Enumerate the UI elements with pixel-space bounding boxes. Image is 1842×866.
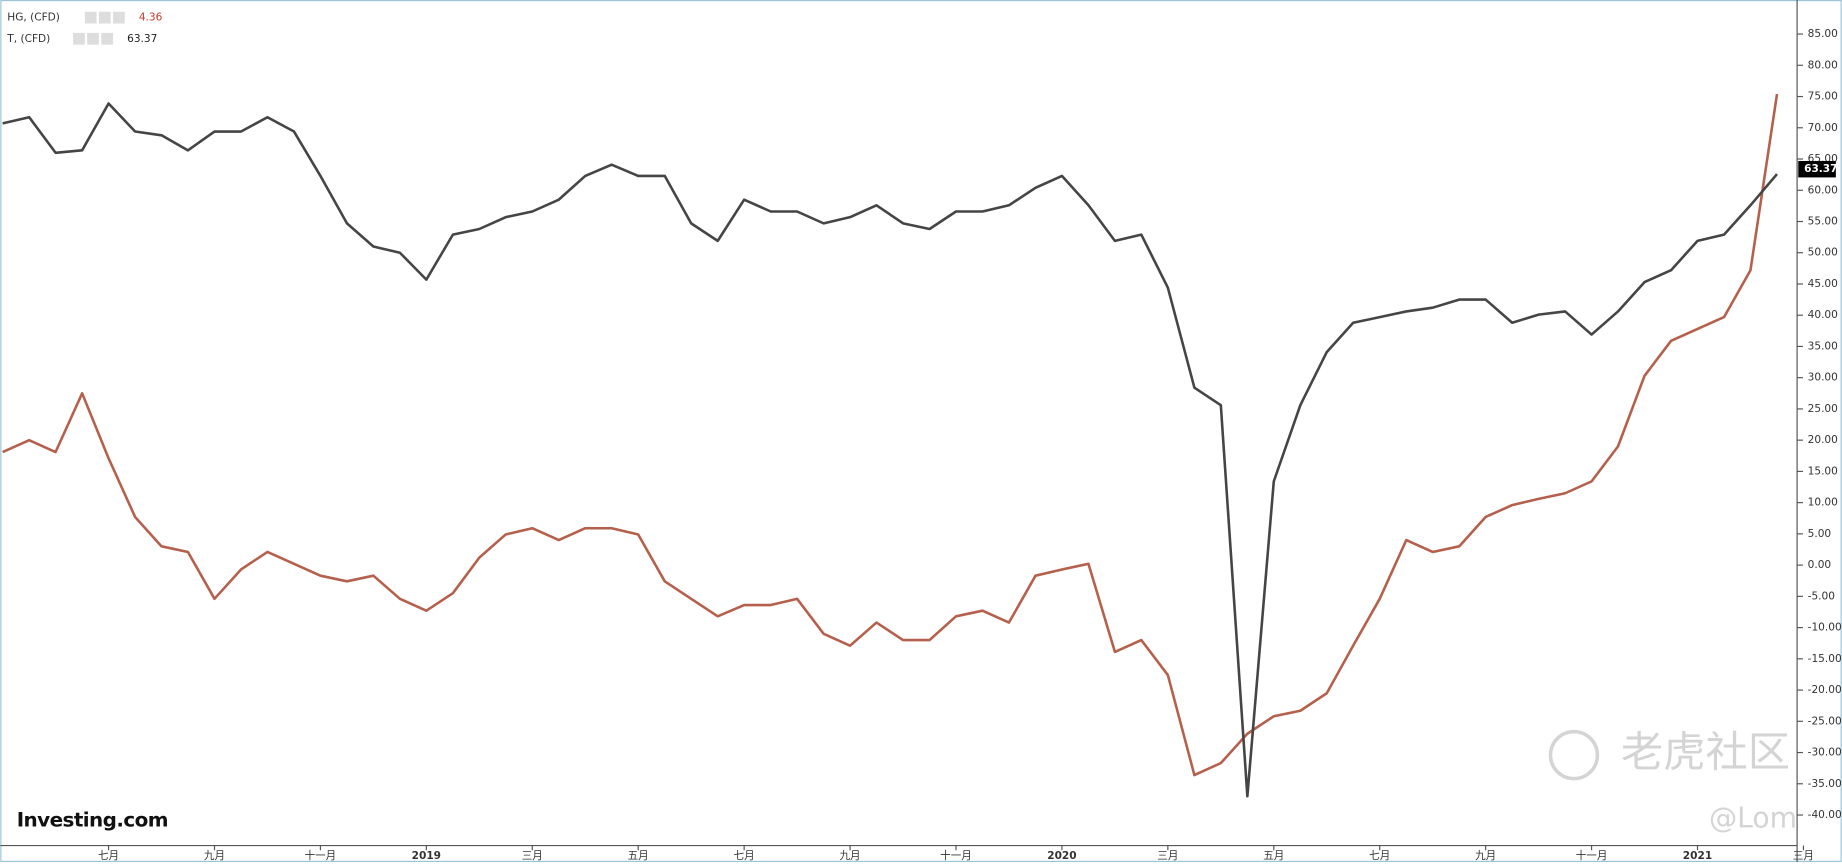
watermark-icon	[1548, 729, 1600, 781]
y-tick-label: 55.00	[1808, 215, 1838, 227]
y-tick-label: -40.00	[1808, 809, 1842, 821]
y-tick-label: -25.00	[1808, 715, 1842, 727]
legend-label: T, (CFD)	[6, 33, 50, 45]
legend-icon	[84, 11, 97, 24]
y-tick-label: 85.00	[1808, 28, 1838, 40]
y-tick-label: 50.00	[1808, 247, 1838, 259]
y-tick-label: -15.00	[1808, 653, 1842, 665]
y-tick-label: -5.00	[1808, 590, 1836, 602]
x-tick-label: 七月	[1369, 850, 1390, 862]
line-series	[2, 93, 1779, 777]
x-tick-label: 九月	[204, 850, 225, 862]
y-tick-label: 30.00	[1808, 372, 1838, 384]
x-tick-label: 三月	[522, 850, 543, 862]
x-tick-label: 五月	[628, 850, 649, 862]
legend-icon	[98, 11, 111, 24]
x-tick-label: 三月	[1793, 850, 1814, 862]
y-tick-label: 40.00	[1808, 309, 1838, 321]
logo: Investing.com	[17, 807, 168, 831]
x-tick-label: 九月	[1475, 850, 1496, 862]
price-label: 63.37	[1804, 163, 1837, 175]
y-tick-label: 0.00	[1808, 559, 1832, 571]
legend-label: HG, (CFD)	[7, 12, 60, 24]
y-tick-label: 80.00	[1808, 59, 1838, 71]
y-tick-label: -35.00	[1808, 778, 1842, 790]
x-tick-label: 七月	[734, 850, 755, 862]
x-tick-label: 十一月	[305, 849, 337, 862]
y-tick-label: 25.00	[1808, 403, 1838, 415]
y-tick-label: 70.00	[1808, 122, 1838, 134]
watermark: @Lom	[1709, 802, 1797, 835]
legend-icon	[73, 32, 85, 45]
x-tick-label: 十一月	[940, 849, 972, 862]
line-series	[2, 102, 1778, 798]
x-tick-label: 三月	[1157, 850, 1178, 862]
legend-value: 63.37	[127, 33, 157, 45]
y-tick-label: 35.00	[1808, 340, 1838, 352]
y-tick-label: 45.00	[1808, 278, 1838, 290]
y-tick-label: 75.00	[1808, 91, 1838, 103]
price-box	[1798, 160, 1836, 178]
legend-icon	[101, 32, 114, 45]
x-tick-label: 九月	[840, 850, 861, 862]
y-tick-label: 60.00	[1808, 184, 1838, 196]
y-tick-label: 15.00	[1808, 465, 1838, 477]
y-tick-label: -30.00	[1808, 747, 1842, 759]
watermark: 老虎社区	[1621, 728, 1790, 777]
x-tick-label: 七月	[98, 850, 119, 862]
legend-icon	[113, 11, 125, 24]
y-tick-label: 5.00	[1808, 528, 1832, 540]
y-tick-label: -10.00	[1808, 622, 1842, 634]
x-tick-label: 五月	[1263, 850, 1284, 862]
x-tick-label: 十一月	[1576, 849, 1608, 862]
y-tick-label: 10.00	[1808, 497, 1838, 509]
y-tick-label: -20.00	[1808, 684, 1842, 696]
x-tick-label: 2019	[412, 850, 441, 862]
legend-value: 4.36	[139, 12, 163, 24]
x-tick-label: 2020	[1047, 850, 1076, 862]
x-tick-label: 2021	[1683, 850, 1712, 862]
y-tick-label: 20.00	[1808, 434, 1838, 446]
legend-icon	[87, 32, 99, 45]
